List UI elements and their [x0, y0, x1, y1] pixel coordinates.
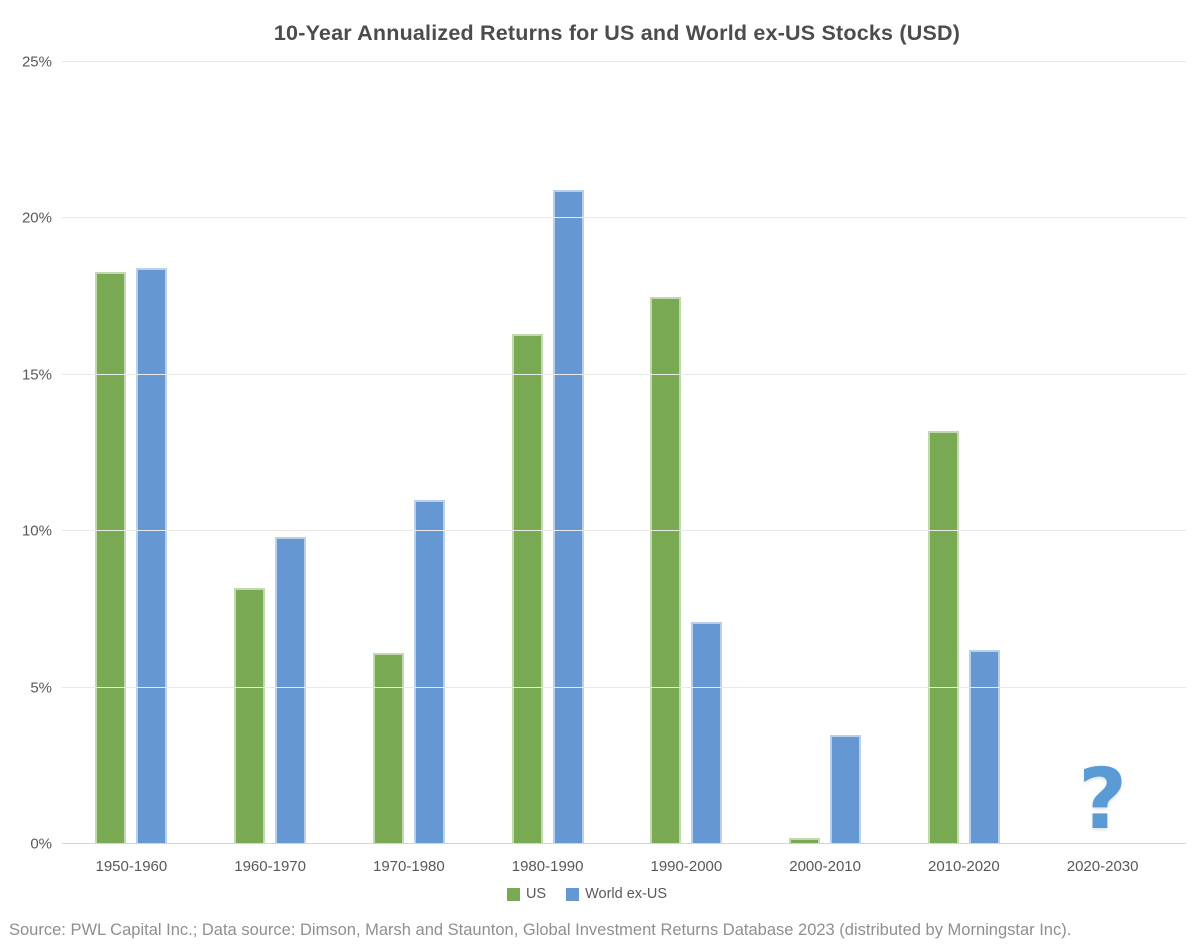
chart-title: 10-Year Annualized Returns for US and Wo…	[273, 21, 961, 45]
x-axis: 1950-1960 1960-1970 1970-1980 1980-1990 1990…	[62, 858, 1172, 875]
bar-us-1960-1970	[234, 587, 266, 844]
bar-world-ex-us-2010-2020	[968, 650, 1000, 844]
bar-us-2000-2010	[789, 837, 821, 844]
y-tick-25-: 25%	[21, 53, 52, 71]
x-tick-2000-2010: 2000-2010	[789, 858, 861, 875]
bar-us-2010-2020	[927, 431, 959, 844]
bar-us-1990-2000	[650, 296, 682, 844]
bar-group-2020-2030: ?	[1033, 62, 1172, 844]
bar-us-1980-1990	[511, 334, 543, 844]
x-tick-1980-1990: 1980-1990	[511, 858, 584, 875]
x-tick-1960-1970: 1960-1970	[234, 858, 306, 875]
y-tick-5-: 5%	[30, 679, 52, 697]
bar-group-2000-2010	[756, 62, 895, 844]
y-tick-0-: 0%	[30, 835, 52, 853]
plot-area: ?	[62, 61, 1186, 844]
bar-world-ex-us-1970-1980	[413, 499, 445, 844]
bar-world-ex-us-1980-1990	[552, 190, 584, 844]
gridline-20-	[62, 217, 1186, 219]
bar-group-1960-1970	[201, 62, 340, 844]
bar-world-ex-us-1960-1970	[275, 537, 307, 844]
gridline-10-	[62, 530, 1186, 532]
bar-group-1970-1980	[340, 62, 479, 844]
gridline-5-	[62, 686, 1186, 688]
source-note: Source: PWL Capital Inc.; Data source: D…	[9, 921, 1072, 939]
y-tick-15-: 15%	[21, 366, 52, 384]
bar-groups: ?	[62, 62, 1172, 844]
bar-group-1980-1990	[478, 62, 617, 844]
y-tick-20-: 20%	[21, 209, 52, 227]
x-tick-1950-1960: 1950-1960	[95, 858, 168, 875]
bar-world-ex-us-1950-1960	[136, 268, 168, 844]
bar-us-1950-1960	[95, 271, 127, 844]
legend: US World ex-US	[62, 886, 1112, 902]
bar-group-1990-2000	[617, 62, 756, 844]
bar-world-ex-us-1990-2000	[691, 621, 723, 844]
legend-label-us: US	[525, 886, 547, 902]
bar-world-ex-us-2000-2010	[830, 734, 862, 844]
gridline-15-	[62, 373, 1186, 375]
x-tick-2020-2030: 2020-2030	[1066, 858, 1139, 875]
gridline-0-	[62, 843, 1186, 844]
bar-group-1950-1960	[62, 62, 201, 844]
unknown-future-question-mark: ?	[1078, 749, 1127, 848]
x-tick-2010-2020: 2010-2020	[928, 858, 1000, 875]
bar-us-1970-1980	[372, 653, 404, 844]
legend-swatch-world-ex-us	[566, 887, 580, 901]
legend-label-world-ex-us: World ex-US	[585, 886, 668, 902]
gridline-25-	[62, 61, 1186, 62]
bar-group-2010-2020	[895, 62, 1034, 844]
y-tick-10-: 10%	[21, 522, 52, 540]
legend-swatch-us	[506, 887, 520, 901]
legend-item-us: US	[506, 886, 547, 902]
legend-item-world-ex-us: World ex-US	[566, 886, 667, 902]
x-tick-1970-1980: 1970-1980	[373, 858, 445, 875]
x-tick-1990-2000: 1990-2000	[650, 858, 723, 875]
y-axis: 0% 5% 10% 15% 20% 25%	[0, 54, 52, 853]
